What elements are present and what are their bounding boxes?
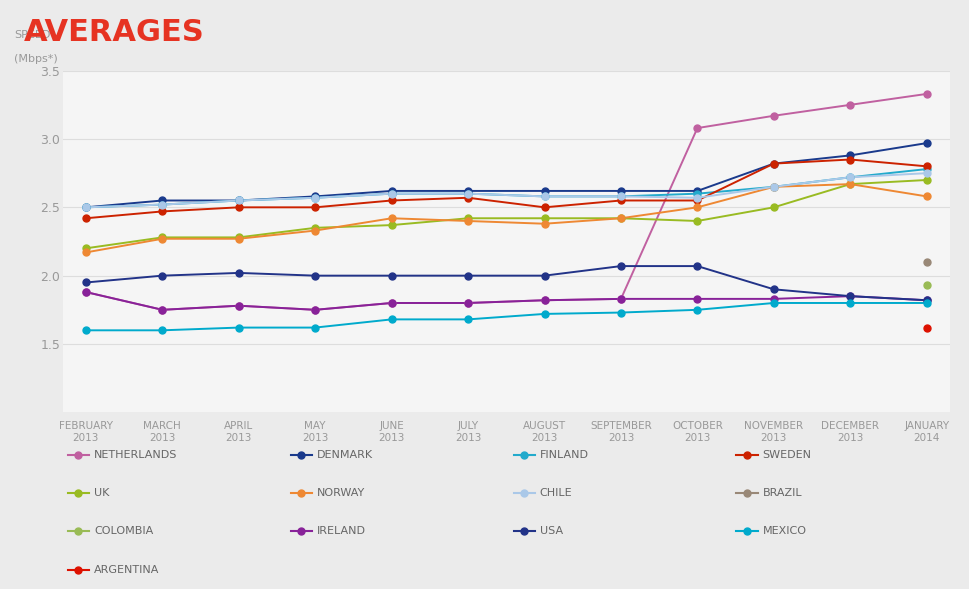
Text: SPEED: SPEED: [15, 29, 50, 39]
Text: DENMARK: DENMARK: [317, 450, 373, 459]
Text: USA: USA: [540, 527, 563, 536]
Text: MEXICO: MEXICO: [763, 527, 806, 536]
Text: UK: UK: [94, 488, 109, 498]
Text: ARGENTINA: ARGENTINA: [94, 565, 159, 574]
Text: AVERAGES: AVERAGES: [24, 18, 205, 47]
Text: CHILE: CHILE: [540, 488, 573, 498]
Text: (Mbps*): (Mbps*): [15, 54, 58, 64]
Text: COLOMBIA: COLOMBIA: [94, 527, 153, 536]
Text: BRAZIL: BRAZIL: [763, 488, 802, 498]
Text: SWEDEN: SWEDEN: [763, 450, 812, 459]
Text: NETHERLANDS: NETHERLANDS: [94, 450, 177, 459]
Text: FINLAND: FINLAND: [540, 450, 589, 459]
Text: IRELAND: IRELAND: [317, 527, 366, 536]
Text: NORWAY: NORWAY: [317, 488, 365, 498]
